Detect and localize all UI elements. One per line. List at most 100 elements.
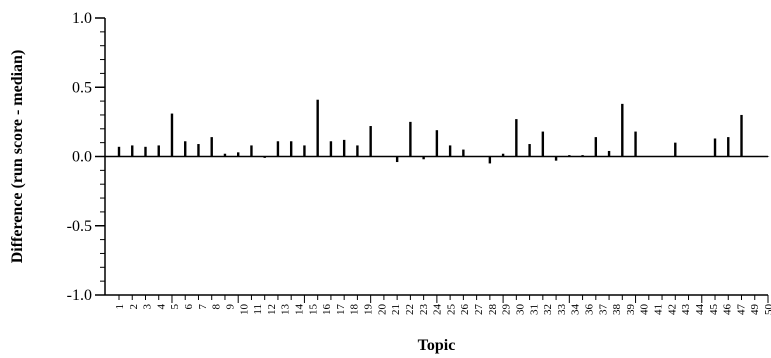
- bar: [316, 99, 319, 157]
- bar: [369, 126, 372, 157]
- bars: [117, 99, 770, 164]
- x-tick-label: 37: [597, 304, 609, 316]
- x-tick-label: 29: [501, 304, 513, 316]
- bar: [170, 113, 174, 157]
- y-ticks: 1.0 0.5 0.0 -0.5 -1.0: [67, 10, 105, 304]
- bar: [382, 156, 386, 157]
- bar: [117, 146, 121, 157]
- x-tick-label: 9: [224, 304, 236, 310]
- bar: [342, 139, 346, 157]
- bar: [674, 142, 677, 157]
- bar: [289, 141, 293, 157]
- x-tick-label: 42: [666, 304, 678, 315]
- x-tick-label: 41: [653, 304, 665, 315]
- y-tick-label: 0.0: [72, 149, 92, 166]
- bar: [621, 103, 624, 157]
- x-tick-label: 26: [459, 304, 471, 316]
- bar: [131, 145, 134, 157]
- x-tick-label: 2: [128, 304, 140, 310]
- bar: [210, 137, 213, 157]
- y-tick-label: -1.0: [67, 287, 92, 304]
- x-tick-label: 8: [211, 304, 223, 310]
- y-tick-label: 0.5: [72, 79, 92, 96]
- x-tick-label: 21: [390, 304, 402, 315]
- bar: [448, 145, 452, 157]
- x-tick-label: 14: [294, 304, 306, 316]
- bar: [581, 155, 584, 157]
- bar: [660, 156, 664, 157]
- x-tick-label: 49: [749, 304, 761, 316]
- bar: [541, 131, 545, 157]
- bar: [395, 156, 399, 163]
- x-tick-label: 19: [363, 304, 375, 316]
- bar: [356, 145, 359, 157]
- x-axis-label: Topic: [418, 337, 456, 354]
- x-tick-label: 4: [155, 304, 167, 310]
- x-tick-label: 28: [487, 304, 499, 316]
- bar: [237, 152, 240, 157]
- x-tick-label: 10: [238, 304, 250, 316]
- bar: [488, 156, 492, 164]
- x-tick-label: 5: [169, 304, 181, 310]
- bar: [568, 155, 571, 157]
- x-tick-label: 44: [694, 304, 706, 316]
- bar: [753, 156, 756, 157]
- bar: [475, 156, 478, 157]
- bar: [740, 114, 743, 157]
- x-tick-label: 24: [432, 304, 444, 316]
- y-tick-label: 1.0: [72, 10, 92, 27]
- y-tick-label: -0.5: [67, 218, 92, 235]
- bar: [462, 149, 465, 157]
- bar: [250, 145, 253, 157]
- bar: [501, 153, 505, 157]
- bar: [223, 153, 227, 157]
- bar: [276, 141, 280, 157]
- bar: [157, 145, 160, 157]
- x-tick-label: 11: [252, 304, 264, 315]
- x-tick-label: 7: [197, 304, 209, 310]
- x-tick-label: 15: [307, 304, 319, 316]
- bar: [144, 146, 147, 157]
- bar: [184, 141, 187, 157]
- x-tick-label: 22: [404, 304, 416, 315]
- bar: [554, 156, 558, 161]
- x-tick-label: 16: [321, 304, 333, 316]
- x-tick-label: 23: [418, 304, 430, 316]
- x-tick-label: 30: [514, 304, 526, 316]
- bar: [197, 144, 200, 157]
- x-tick-label: 13: [280, 304, 292, 316]
- bar: [594, 137, 598, 157]
- x-tick-label: 39: [625, 304, 637, 316]
- x-tick-label: 12: [266, 304, 278, 315]
- x-tick-label: 20: [376, 304, 388, 316]
- x-tick-label: 43: [680, 304, 692, 316]
- x-tick-label: 46: [722, 304, 734, 316]
- x-tick-label: 31: [528, 304, 540, 315]
- x-tick-label: 27: [473, 304, 485, 316]
- bar: [687, 156, 690, 157]
- bar: [329, 141, 333, 157]
- bar: [435, 130, 439, 157]
- bar: [766, 156, 770, 157]
- bar: [700, 156, 703, 157]
- x-tick-label: 1: [114, 304, 126, 310]
- x-ticks: 1 2 3 4 5 6 7 8 9 10 11 12 13 14 15 16 17 18 19 20 21 22 23 24 2…: [114, 295, 771, 315]
- bar: [263, 156, 266, 158]
- bar: [634, 131, 637, 157]
- bar: [607, 150, 611, 157]
- bar: [647, 156, 650, 157]
- bar: [422, 156, 425, 160]
- x-tick-label: 18: [349, 304, 361, 316]
- bar: [409, 121, 412, 157]
- x-tick-label: 17: [335, 304, 347, 316]
- x-tick-label: 6: [183, 304, 195, 310]
- bar: [515, 119, 518, 157]
- x-tick-label: 33: [556, 304, 568, 316]
- x-tick-label: 3: [142, 304, 154, 310]
- x-tick-label: 45: [708, 304, 720, 316]
- bar: [727, 137, 730, 157]
- x-tick-label: 50: [763, 304, 771, 316]
- bar: [713, 138, 717, 157]
- x-tick-label: 36: [583, 304, 595, 316]
